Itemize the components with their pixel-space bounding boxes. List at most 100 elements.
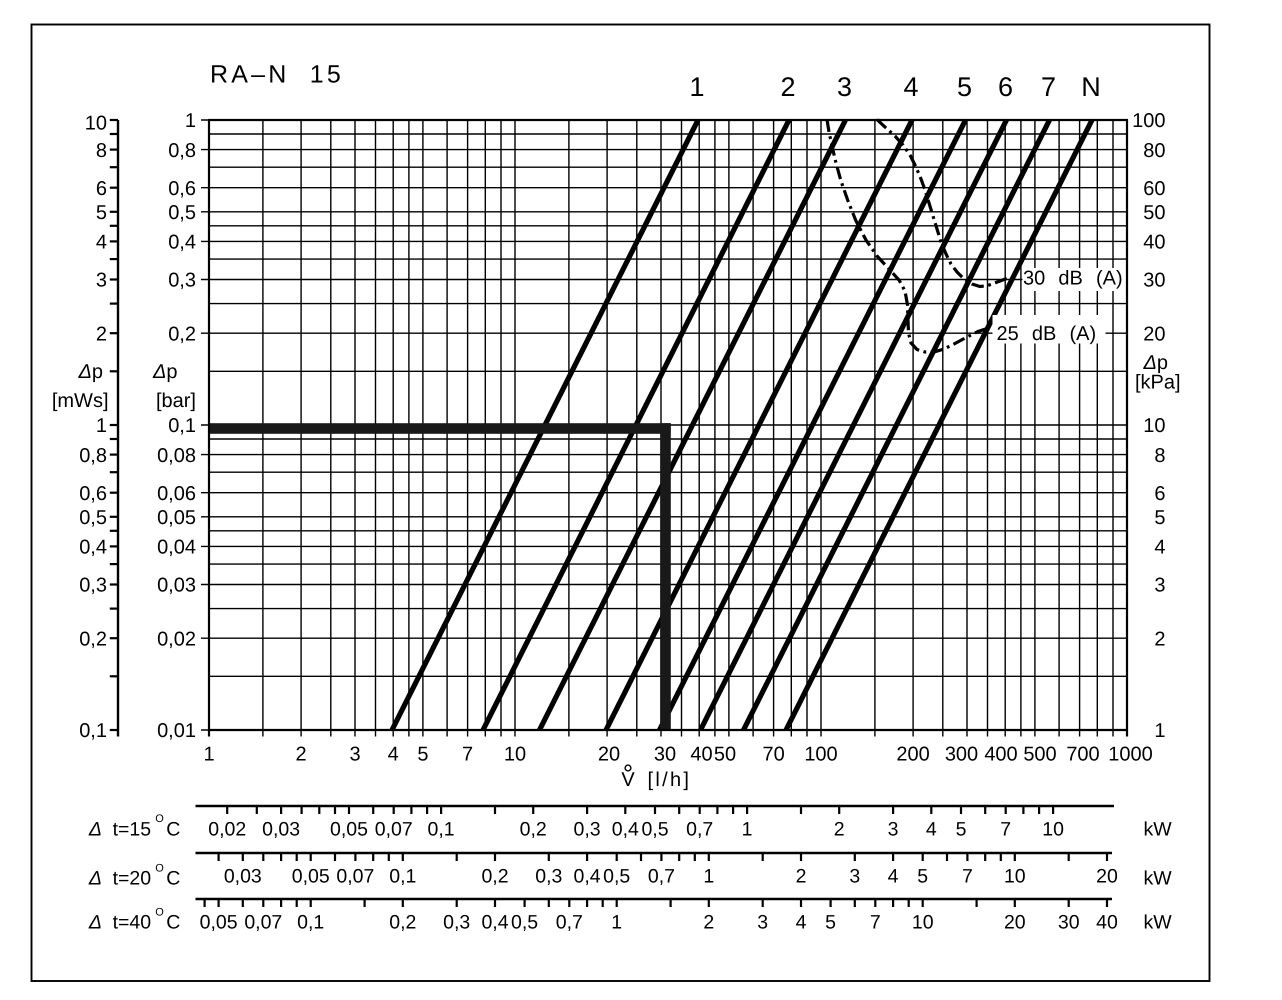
svg-text:4: 4 [388, 744, 399, 766]
svg-text:0,1: 0,1 [428, 818, 455, 840]
svg-text:kW: kW [1144, 868, 1173, 890]
svg-text:50: 50 [1143, 202, 1165, 224]
svg-text:80: 80 [1143, 140, 1165, 162]
svg-text:V: V [621, 769, 635, 791]
svg-text:300: 300 [945, 744, 978, 766]
svg-text:t=20: t=20 [113, 868, 152, 890]
svg-text:0,4: 0,4 [574, 865, 601, 887]
svg-text:20: 20 [1004, 911, 1026, 933]
svg-text:0,7: 0,7 [686, 818, 713, 840]
svg-text:0,02: 0,02 [157, 628, 196, 650]
svg-text:2: 2 [296, 744, 307, 766]
svg-text:0,05: 0,05 [330, 818, 368, 840]
svg-text:[bar]: [bar] [156, 390, 196, 412]
svg-text:C: C [166, 912, 180, 934]
svg-text:0,1: 0,1 [79, 720, 107, 742]
svg-text:0,4: 0,4 [612, 818, 639, 840]
svg-text:0,3: 0,3 [535, 865, 562, 887]
svg-text:10: 10 [912, 911, 934, 933]
svg-text:4: 4 [1154, 537, 1165, 559]
svg-text:6: 6 [96, 178, 107, 200]
svg-text:0,05: 0,05 [292, 865, 330, 887]
svg-text:30: 30 [1058, 911, 1080, 933]
svg-text:O: O [155, 862, 164, 874]
svg-text:0,2: 0,2 [389, 911, 416, 933]
svg-text:25 dB (A): 25 dB (A) [997, 323, 1097, 345]
svg-text:3: 3 [888, 818, 899, 840]
svg-text:0,3: 0,3 [443, 911, 470, 933]
svg-text:0,5: 0,5 [511, 911, 538, 933]
svg-text:0,2: 0,2 [168, 323, 196, 345]
svg-text:Δp: Δp [152, 361, 178, 383]
svg-text:0,02: 0,02 [208, 818, 246, 840]
svg-text:2: 2 [796, 865, 807, 887]
svg-text:1: 1 [1154, 720, 1165, 742]
svg-text:7: 7 [462, 744, 473, 766]
svg-text:Δ: Δ [88, 912, 102, 934]
svg-text:2: 2 [780, 72, 795, 102]
svg-text:200: 200 [896, 744, 929, 766]
svg-text:4: 4 [903, 72, 918, 102]
svg-text:7: 7 [1000, 818, 1011, 840]
svg-text:4: 4 [796, 911, 807, 933]
svg-text:0,1: 0,1 [297, 911, 324, 933]
svg-text:O: O [155, 813, 164, 825]
svg-text:0,5: 0,5 [168, 202, 196, 224]
svg-text:2: 2 [96, 323, 107, 345]
svg-text:[mWs]: [mWs] [52, 390, 109, 412]
svg-text:3: 3 [349, 744, 360, 766]
svg-text:70: 70 [762, 744, 784, 766]
svg-text:0,07: 0,07 [244, 911, 282, 933]
svg-text:0,8: 0,8 [168, 140, 196, 162]
svg-text:5: 5 [96, 202, 107, 224]
svg-text:60: 60 [1143, 178, 1165, 200]
svg-text:50: 50 [714, 744, 736, 766]
svg-text:0,1: 0,1 [168, 415, 196, 437]
svg-text:C: C [166, 818, 180, 840]
svg-text:3: 3 [849, 865, 860, 887]
svg-text:20: 20 [1143, 323, 1165, 345]
svg-text:7: 7 [962, 865, 973, 887]
svg-text:100: 100 [1132, 110, 1165, 132]
svg-text:0,08: 0,08 [157, 445, 196, 467]
svg-text:0,3: 0,3 [168, 270, 196, 292]
svg-text:0,05: 0,05 [200, 911, 238, 933]
svg-text:0,4: 0,4 [79, 537, 107, 559]
svg-text:0,4: 0,4 [168, 232, 196, 254]
svg-text:0,3: 0,3 [79, 575, 107, 597]
svg-text:5: 5 [917, 865, 928, 887]
svg-text:5: 5 [825, 911, 836, 933]
svg-text:kW: kW [1144, 912, 1173, 934]
svg-text:Δp: Δp [77, 361, 103, 383]
svg-text:0,2: 0,2 [481, 865, 508, 887]
svg-text:40: 40 [690, 744, 712, 766]
svg-text:2: 2 [1154, 628, 1165, 650]
svg-text:RA–N 15: RA–N 15 [210, 61, 344, 89]
svg-text:0,07: 0,07 [375, 818, 413, 840]
svg-text:0,5: 0,5 [79, 507, 107, 529]
svg-text:C: C [166, 868, 180, 890]
svg-text:4: 4 [888, 865, 899, 887]
svg-text:4: 4 [96, 232, 107, 254]
svg-text:10: 10 [504, 744, 526, 766]
svg-text:20: 20 [598, 744, 620, 766]
svg-text:10: 10 [1143, 415, 1165, 437]
svg-text:10: 10 [85, 113, 107, 135]
svg-text:40: 40 [1096, 911, 1118, 933]
svg-text:0,2: 0,2 [520, 818, 547, 840]
svg-text:0,3: 0,3 [574, 818, 601, 840]
svg-text:1000: 1000 [1108, 744, 1153, 766]
svg-text:t=15: t=15 [113, 818, 152, 840]
svg-text:0,01: 0,01 [157, 720, 196, 742]
svg-text:1: 1 [611, 911, 622, 933]
svg-text:3: 3 [837, 72, 852, 102]
svg-text:0,2: 0,2 [79, 628, 107, 650]
svg-text:5: 5 [956, 818, 967, 840]
svg-text:0,06: 0,06 [157, 483, 196, 505]
svg-text:6: 6 [998, 72, 1013, 102]
svg-text:1: 1 [703, 865, 714, 887]
svg-text:Δp: Δp [1142, 352, 1168, 374]
svg-text:0,4: 0,4 [481, 911, 508, 933]
svg-text:6: 6 [1154, 483, 1165, 505]
svg-text:0,8: 0,8 [79, 445, 107, 467]
